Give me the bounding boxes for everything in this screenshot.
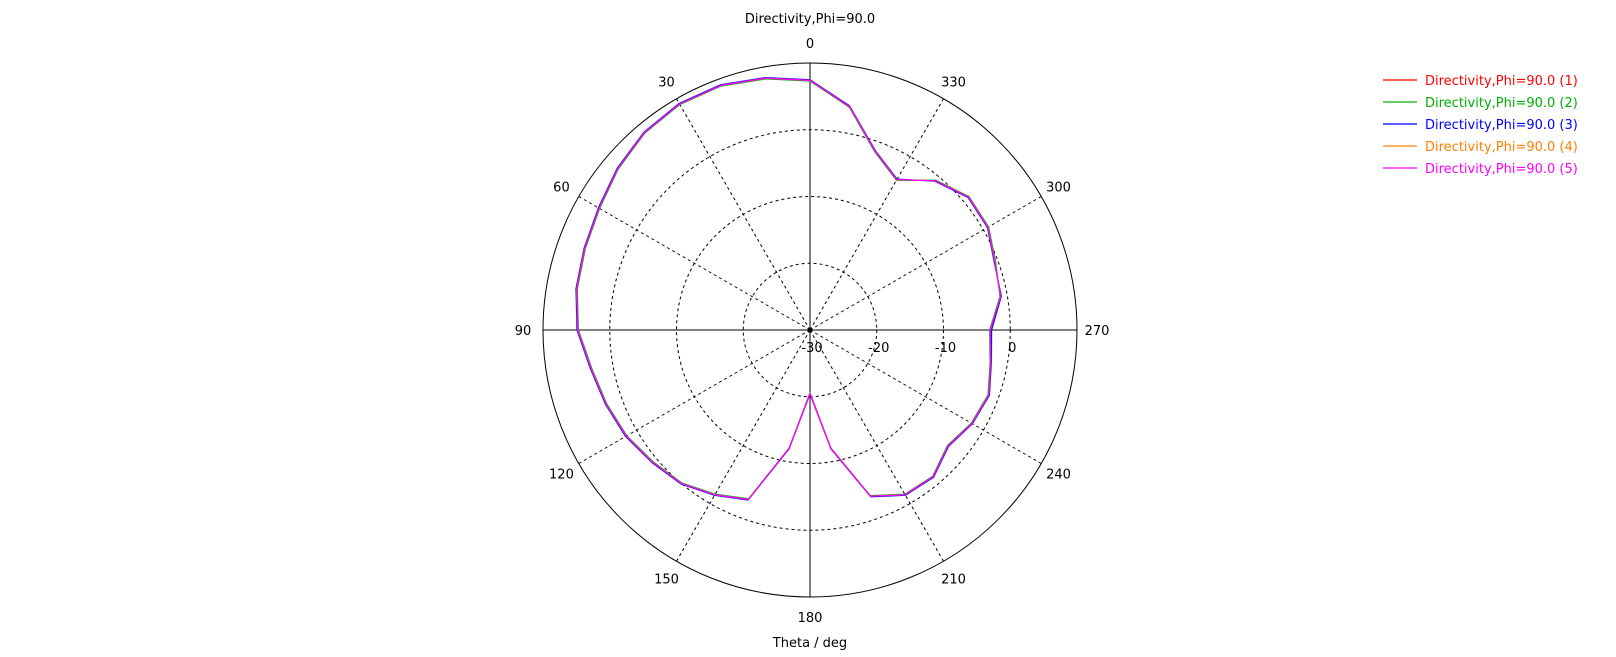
legend-item-2: Directivity,Phi=90.0 (2) (1383, 96, 1578, 111)
range-label-0: 0 (1008, 341, 1016, 356)
angle-label-240: 240 (1046, 468, 1071, 483)
series-line-3 (575, 77, 1002, 501)
spoke-330 (809, 98, 944, 331)
center-point (807, 327, 813, 333)
series-line-5 (576, 77, 1002, 500)
angle-label-120: 120 (549, 468, 574, 483)
angle-label-330: 330 (941, 75, 966, 90)
legend-label-4: Directivity,Phi=90.0 (4) (1425, 140, 1578, 155)
angle-label-210: 210 (941, 573, 966, 588)
spoke-300 (809, 196, 1042, 331)
legend-item-3: Directivity,Phi=90.0 (3) (1383, 118, 1578, 133)
range-label--20: -20 (868, 341, 889, 356)
angle-label-150: 150 (654, 573, 679, 588)
angle-label-180: 180 (798, 611, 823, 626)
angle-label-270: 270 (1085, 324, 1110, 339)
range-label--30: -30 (801, 341, 822, 356)
spoke-60 (578, 196, 811, 331)
tick-labels: 0 30 60 90 120 150 180 210 240 270 300 330 -30 -20 -10… (515, 37, 1110, 626)
series-layer (575, 77, 1002, 501)
angle-label-30: 30 (658, 75, 675, 90)
spoke-120 (578, 329, 811, 464)
angle-label-90: 90 (515, 324, 532, 339)
x-axis-label: Theta / deg (772, 636, 847, 651)
spoke-150 (676, 329, 811, 562)
series-line-2 (576, 78, 1001, 500)
legend-label-1: Directivity,Phi=90.0 (1) (1425, 74, 1578, 89)
spoke-210 (809, 329, 944, 562)
legend-label-3: Directivity,Phi=90.0 (3) (1425, 118, 1578, 133)
legend: Directivity,Phi=90.0 (1) Directivity,Phi=… (1383, 74, 1578, 177)
legend-label-2: Directivity,Phi=90.0 (2) (1425, 96, 1578, 111)
angle-label-0: 0 (806, 37, 814, 52)
legend-item-1: Directivity,Phi=90.0 (1) (1383, 74, 1578, 89)
chart-title: Directivity,Phi=90.0 (745, 12, 875, 27)
spoke-240 (809, 329, 1042, 464)
polar-grid (542, 62, 1078, 598)
spoke-30 (676, 98, 811, 331)
legend-item-5: Directivity,Phi=90.0 (5) (1383, 162, 1578, 177)
angle-label-300: 300 (1046, 181, 1071, 196)
legend-label-5: Directivity,Phi=90.0 (5) (1425, 162, 1578, 177)
legend-item-4: Directivity,Phi=90.0 (4) (1383, 140, 1578, 155)
angle-label-60: 60 (553, 181, 570, 196)
range-label--10: -10 (935, 341, 956, 356)
